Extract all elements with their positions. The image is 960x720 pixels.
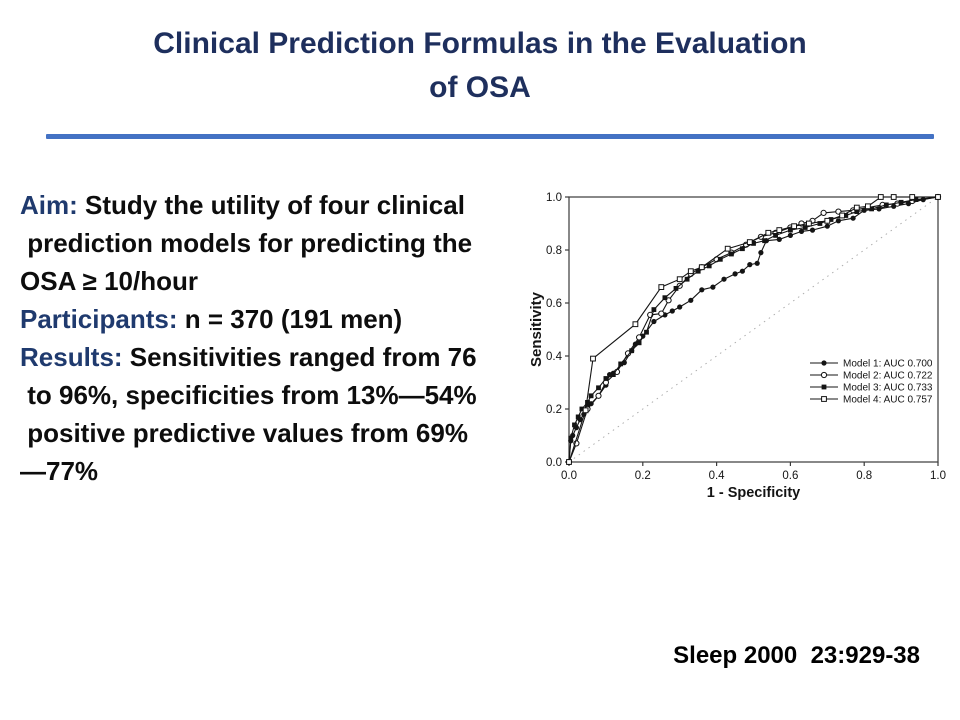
summary-line: positive predictive values from 69% bbox=[20, 414, 540, 452]
page-title: Clinical Prediction Formulas in the Eval… bbox=[0, 22, 960, 110]
svg-text:Model 4: AUC 0.757: Model 4: AUC 0.757 bbox=[843, 395, 933, 406]
title-line-1: Clinical Prediction Formulas in the Eval… bbox=[153, 27, 807, 60]
svg-text:0.8: 0.8 bbox=[856, 470, 872, 482]
svg-text:1 - Specificity: 1 - Specificity bbox=[707, 485, 800, 501]
svg-text:0.6: 0.6 bbox=[782, 470, 798, 482]
svg-text:0.4: 0.4 bbox=[546, 351, 563, 363]
summary-text: positive predictive values from 69% bbox=[20, 418, 468, 448]
svg-text:Model 1: AUC 0.700: Model 1: AUC 0.700 bbox=[843, 359, 933, 370]
svg-text:1.0: 1.0 bbox=[930, 470, 946, 482]
svg-text:0.0: 0.0 bbox=[561, 470, 577, 482]
citation: Sleep 2000 23:929-38 bbox=[673, 642, 920, 669]
svg-text:Model 2: AUC 0.722: Model 2: AUC 0.722 bbox=[843, 371, 933, 382]
summary-label: Aim: bbox=[20, 190, 78, 220]
summary-text: Study the utility of four clinical bbox=[77, 190, 465, 220]
summary-text: OSA ≥ 10/hour bbox=[20, 266, 199, 296]
summary-label: Participants: bbox=[20, 304, 178, 334]
summary-text: to 96%, specificities from 13%—54% bbox=[20, 380, 477, 410]
title-divider bbox=[46, 134, 934, 139]
svg-text:0.0: 0.0 bbox=[546, 457, 562, 469]
roc-chart-figure: 0.0 0.2 0.4 0.6 0.8 1.0 0.0 0.2 0.4 0.6 0.8 1.0 Mode… bbox=[527, 176, 957, 516]
svg-text:0.4: 0.4 bbox=[709, 470, 726, 482]
summary-line: —77% bbox=[20, 452, 540, 490]
study-summary: Aim: Study the utility of four clinical … bbox=[20, 186, 540, 490]
summary-line-results: Results: Sensitivities ranged from 76 bbox=[20, 338, 540, 376]
summary-line: to 96%, specificities from 13%—54% bbox=[20, 376, 540, 414]
svg-text:1.0: 1.0 bbox=[546, 192, 562, 204]
svg-text:0.2: 0.2 bbox=[635, 470, 651, 482]
summary-text: n = 370 (191 men) bbox=[177, 304, 403, 334]
svg-text:0.6: 0.6 bbox=[546, 298, 562, 310]
summary-text: —77% bbox=[20, 456, 99, 486]
summary-line-participants: Participants: n = 370 (191 men) bbox=[20, 300, 540, 338]
svg-text:Sensitivity: Sensitivity bbox=[528, 291, 545, 367]
summary-line-aim: Aim: Study the utility of four clinical bbox=[20, 186, 540, 224]
svg-text:Model 3: AUC 0.733: Model 3: AUC 0.733 bbox=[843, 383, 933, 394]
roc-chart-svg: 0.0 0.2 0.4 0.6 0.8 1.0 0.0 0.2 0.4 0.6 0.8 1.0 Mode… bbox=[528, 192, 946, 501]
svg-text:0.2: 0.2 bbox=[546, 404, 562, 416]
summary-text: Sensitivities ranged from 76 bbox=[122, 342, 477, 372]
summary-line: prediction models for predicting the bbox=[20, 224, 540, 262]
svg-text:0.8: 0.8 bbox=[546, 245, 562, 257]
title-line-2: of OSA bbox=[429, 71, 531, 104]
summary-text: prediction models for predicting the bbox=[20, 228, 473, 258]
summary-label: Results: bbox=[20, 342, 123, 372]
summary-line: OSA ≥ 10/hour bbox=[20, 262, 540, 300]
